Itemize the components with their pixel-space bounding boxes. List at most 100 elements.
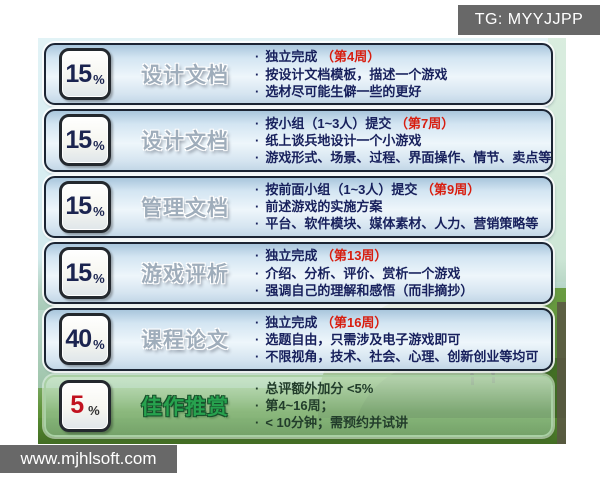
deadline-highlight: （第16周） (320, 314, 388, 330)
grade-rows: 15% 设计文档 · 独立完成 （第4周） · 按设计文档模板，描述一个游戏 · 选材尽可能生… (44, 43, 553, 437)
bullet-item: · 前述游戏的实施方案 (255, 198, 547, 215)
bullet-dot: · (255, 398, 260, 414)
bullet-text: 第4~16周； (265, 398, 334, 414)
percent-unit: % (88, 403, 100, 419)
bullet-dot: · (255, 49, 260, 65)
bullet-item: · 按前面小组（1~3人）提交 （第9周） (255, 181, 547, 198)
category-title: 设计文档 (141, 64, 229, 88)
bullet-dot: · (255, 216, 260, 232)
percent-unit: % (93, 204, 105, 220)
percent-box: 15% (59, 247, 111, 300)
percent-value: 5 (70, 391, 84, 420)
bullet-list: · 独立完成 （第4周） · 按设计文档模板，描述一个游戏 · 选材尽可能生僻一些的更好 (255, 48, 547, 99)
photo-dark-edge (557, 302, 566, 444)
grade-row: 15% 设计文档 · 独立完成 （第4周） · 按设计文档模板，描述一个游戏 · 选材尽可能生… (44, 43, 553, 106)
bullet-text: 独立完成 (265, 314, 321, 330)
bullet-text: 不限视角，技术、社会、心理、创新创业等均可 (265, 349, 539, 365)
category-title: 游戏评析 (141, 263, 229, 287)
bullet-text: 独立完成 (265, 248, 321, 264)
bullet-list: · 独立完成 （第13周） · 介绍、分析、评价、赏析一个游戏 · 强调自己的理解和感悟（… (255, 247, 547, 298)
bullet-text: 游戏形式、场景、过程、界面操作、情节、卖点等 (265, 150, 552, 166)
bullet-item: · 独立完成 （第16周） (255, 314, 547, 331)
bullet-text: < 10分钟；需预约并试讲 (265, 415, 409, 431)
bullet-dot: · (255, 331, 260, 347)
percent-unit: % (93, 71, 105, 87)
bullet-dot: · (255, 415, 260, 431)
watermark-top-right: TG: MYYJJPP (458, 5, 600, 35)
bullet-item: · 不限视角，技术、社会、心理、创新创业等均可 (255, 348, 547, 365)
bullet-text: 选题自由，只需涉及电子游戏即可 (265, 331, 461, 347)
percent-box: 40% (59, 313, 111, 366)
category-title: 管理文档 (141, 196, 229, 220)
grade-row: 15% 游戏评析 · 独立完成 （第13周） · 介绍、分析、评价、赏析一个游戏 · 强调自己… (44, 241, 553, 305)
percent-box: 15% (59, 114, 111, 167)
deadline-highlight: （第9周） (421, 182, 481, 198)
bullet-text: 介绍、分析、评价、赏析一个游戏 (265, 265, 461, 281)
percent-value: 15 (65, 258, 92, 287)
grade-row: 15% 设计文档 · 按小组（1~3人）提交 （第7周） · 纸上谈兵地设计一个小游戏 · 游… (44, 109, 553, 172)
bullet-dot: · (255, 83, 260, 99)
bullet-text: 前述游戏的实施方案 (265, 199, 383, 215)
bullet-item: · 按小组（1~3人）提交 （第7周） (255, 115, 551, 132)
percent-unit: % (93, 270, 105, 286)
percent-unit: % (93, 336, 105, 352)
bullet-item: · 纸上谈兵地设计一个小游戏 (255, 132, 551, 149)
grade-row: 15% 管理文档 · 按前面小组（1~3人）提交 （第9周） · 前述游戏的实施方案 · 平台… (44, 175, 553, 238)
bullet-list: · 独立完成 （第16周） · 选题自由，只需涉及电子游戏即可 · 不限视角，技术、社会、… (255, 314, 547, 365)
bullet-item: · 第4~16周； (255, 397, 547, 414)
bullet-item: · 平台、软件模块、媒体素材、人力、营销策略等 (255, 215, 547, 232)
bullet-item: · < 10分钟；需预约并试讲 (255, 414, 547, 431)
bullet-text: 按设计文档模板，描述一个游戏 (265, 66, 448, 82)
percent-value: 15 (65, 59, 92, 88)
bullet-text: 独立完成 (265, 49, 321, 65)
bullet-dot: · (255, 115, 260, 131)
deadline-highlight: （第4周） (320, 49, 381, 65)
bullet-text: 按前面小组（1~3人）提交 (265, 182, 422, 198)
category-title: 设计文档 (141, 130, 229, 154)
bullet-item: · 选材尽可能生僻一些的更好 (255, 83, 547, 100)
bullet-list: · 按小组（1~3人）提交 （第7周） · 纸上谈兵地设计一个小游戏 · 游戏形式、场景、… (255, 115, 551, 166)
bullet-item: · 游戏形式、场景、过程、界面操作、情节、卖点等 (255, 149, 551, 166)
bullet-list: · 总评额外加分 <5% · 第4~16周； · < 10分钟；需预约并试讲 (255, 380, 547, 431)
bullet-item: · 总评额外加分 <5% (255, 380, 547, 397)
bullet-dot: · (255, 349, 260, 365)
category-title: 佳作推赏 (141, 395, 229, 419)
bullet-text: 强调自己的理解和感悟（而非摘抄） (265, 282, 474, 298)
percent-value: 15 (65, 125, 92, 154)
bullet-item: · 强调自己的理解和感悟（而非摘抄） (255, 282, 547, 299)
bullet-text: 总评额外加分 <5% (265, 381, 374, 397)
bullet-dot: · (255, 265, 260, 281)
percent-value: 15 (65, 192, 92, 221)
bullet-dot: · (255, 132, 260, 148)
percent-box: 5% (59, 379, 111, 432)
percent-box: 15% (59, 48, 111, 101)
deadline-highlight: （第13周） (320, 248, 388, 264)
bullet-dot: · (255, 381, 260, 397)
bullet-dot: · (255, 182, 260, 198)
bullet-dot: · (255, 282, 260, 298)
bullet-item: · 选题自由，只需涉及电子游戏即可 (255, 331, 547, 348)
bullet-dot: · (255, 150, 260, 166)
percent-box: 15% (59, 180, 111, 233)
percent-value: 40 (65, 324, 92, 353)
bullet-dot: · (255, 248, 260, 264)
bullet-item: · 按设计文档模板，描述一个游戏 (255, 66, 547, 83)
bullet-text: 纸上谈兵地设计一个小游戏 (265, 132, 422, 148)
bullet-item: · 独立完成 （第13周） (255, 247, 547, 264)
bullet-text: 选材尽可能生僻一些的更好 (265, 83, 422, 99)
grade-row: 5% 佳作推赏 · 总评额外加分 <5% · 第4~16周； · < 10分钟；需预约并试讲 (44, 374, 553, 437)
bullet-item: · 独立完成 （第4周） (255, 48, 547, 65)
bullet-dot: · (255, 66, 260, 82)
percent-unit: % (93, 137, 105, 153)
watermark-bottom-left: www.mjhlsoft.com (0, 445, 177, 473)
bullet-text: 按小组（1~3人）提交 (265, 115, 396, 131)
bullet-list: · 按前面小组（1~3人）提交 （第9周） · 前述游戏的实施方案 · 平台、软件模块、媒… (255, 181, 547, 232)
slide: 15% 设计文档 · 独立完成 （第4周） · 按设计文档模板，描述一个游戏 · 选材尽可能生… (38, 38, 566, 444)
bullet-dot: · (255, 199, 260, 215)
bullet-item: · 介绍、分析、评价、赏析一个游戏 (255, 265, 547, 282)
category-title: 课程论文 (141, 329, 229, 353)
bullet-text: 平台、软件模块、媒体素材、人力、营销策略等 (265, 216, 539, 232)
deadline-highlight: （第7周） (395, 115, 455, 131)
grade-row: 40% 课程论文 · 独立完成 （第16周） · 选题自由，只需涉及电子游戏即可 · 不限视角… (44, 308, 553, 371)
